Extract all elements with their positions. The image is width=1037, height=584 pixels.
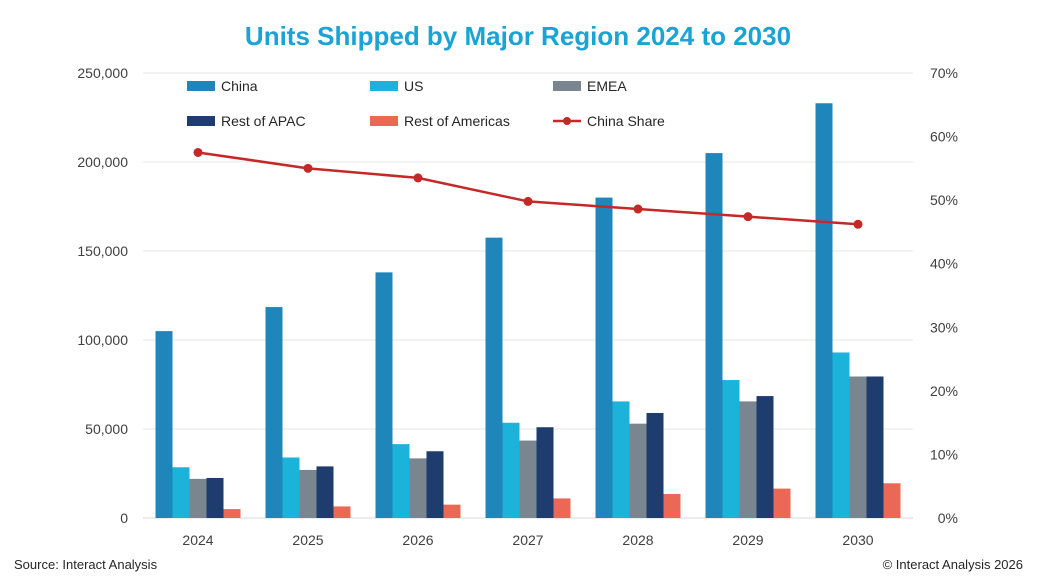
left-tick-label: 250,000 (77, 65, 128, 81)
bar-rest-of-americas-2024 (223, 509, 241, 518)
bar-rest-of-apac-2025 (316, 466, 334, 518)
legend-label-rest-of-apac: Rest of APAC (221, 113, 306, 129)
china-share-line (193, 147, 863, 229)
x-tick-label: 2029 (732, 532, 763, 548)
point-2027 (523, 196, 533, 206)
right-axis: 0% 10% 20% 30% 40% 50% 60% 70% (930, 65, 958, 526)
bar-series (155, 103, 901, 518)
x-tick-label: 2027 (512, 532, 543, 548)
right-tick-label: 10% (930, 446, 958, 462)
bar-rest-of-americas-2030 (883, 483, 901, 518)
bar-emea-2028 (629, 423, 647, 518)
bar-emea-2026 (409, 458, 427, 518)
bar-emea-2024 (189, 478, 207, 518)
left-tick-label: 50,000 (85, 421, 128, 437)
bar-emea-2029 (739, 401, 757, 518)
x-axis: 2024 2025 2026 2027 2028 2029 2030 (182, 532, 873, 548)
bar-us-2024 (172, 467, 190, 518)
bar-china-2024 (155, 331, 173, 518)
right-tick-label: 30% (930, 319, 958, 335)
legend-swatch-us (370, 81, 398, 91)
right-tick-label: 20% (930, 383, 958, 399)
right-tick-label: 0% (938, 510, 958, 526)
legend-swatch-rest-of-apac (187, 116, 215, 126)
bar-rest-of-americas-2027 (553, 498, 571, 518)
x-tick-label: 2024 (182, 532, 213, 548)
copyright-note: © Interact Analysis 2026 (882, 557, 1023, 572)
bar-china-2029 (705, 153, 723, 518)
x-tick-label: 2028 (622, 532, 653, 548)
bar-us-2029 (722, 380, 740, 518)
point-2030 (853, 219, 863, 229)
point-2025 (303, 163, 313, 173)
x-tick-label: 2025 (292, 532, 323, 548)
bar-rest-of-americas-2029 (773, 488, 791, 518)
left-tick-label: 200,000 (77, 154, 128, 170)
left-tick-label: 0 (120, 510, 128, 526)
right-tick-label: 40% (930, 256, 958, 272)
bar-rest-of-apac-2028 (646, 412, 664, 518)
bar-emea-2030 (849, 376, 867, 518)
bar-rest-of-apac-2024 (206, 477, 224, 518)
legend-swatch-rest-of-americas (370, 116, 398, 126)
bar-china-2025 (265, 307, 283, 518)
legend-marker-china-share (563, 117, 571, 125)
bar-emea-2027 (519, 440, 537, 518)
line-china-share (197, 151, 859, 226)
legend-swatch-emea (553, 81, 581, 91)
bar-china-2027 (485, 237, 503, 518)
legend-label-rest-of-americas: Rest of Americas (404, 113, 510, 129)
legend-label-us: US (404, 78, 423, 94)
bar-rest-of-americas-2026 (443, 504, 461, 518)
bar-china-2030 (815, 103, 833, 518)
x-tick-label: 2026 (402, 532, 433, 548)
right-tick-label: 70% (930, 65, 958, 81)
bar-us-2025 (282, 457, 300, 518)
bar-us-2028 (612, 401, 630, 518)
legend: China US EMEA Rest of APAC Rest of Americas C… (187, 78, 665, 129)
legend-swatch-china (187, 81, 215, 91)
right-tick-label: 60% (930, 129, 958, 145)
point-2024 (193, 147, 203, 157)
bar-rest-of-americas-2028 (663, 493, 681, 518)
bar-emea-2025 (299, 469, 317, 518)
bar-rest-of-apac-2030 (866, 376, 884, 518)
point-2029 (743, 212, 753, 222)
bar-us-2026 (392, 444, 410, 518)
point-2028 (633, 204, 643, 214)
bar-china-2026 (375, 272, 393, 518)
bar-us-2030 (832, 352, 850, 518)
bar-china-2028 (595, 197, 613, 518)
right-tick-label: 50% (930, 192, 958, 208)
legend-label-china-share: China Share (587, 113, 665, 129)
left-tick-label: 150,000 (77, 243, 128, 259)
left-tick-label: 100,000 (77, 332, 128, 348)
point-2026 (413, 173, 423, 183)
legend-label-emea: EMEA (587, 78, 627, 94)
bar-rest-of-apac-2026 (426, 451, 444, 518)
bar-rest-of-apac-2029 (756, 396, 774, 518)
chart-title: Units Shipped by Major Region 2024 to 20… (245, 21, 791, 51)
bar-rest-of-americas-2025 (333, 506, 351, 518)
legend-label-china: China (221, 78, 258, 94)
bar-rest-of-apac-2027 (536, 427, 554, 518)
source-note: Source: Interact Analysis (14, 557, 158, 572)
left-axis: 0 50,000 100,000 150,000 200,000 250,000 (77, 65, 128, 526)
x-tick-label: 2030 (842, 532, 873, 548)
bar-us-2027 (502, 422, 520, 518)
